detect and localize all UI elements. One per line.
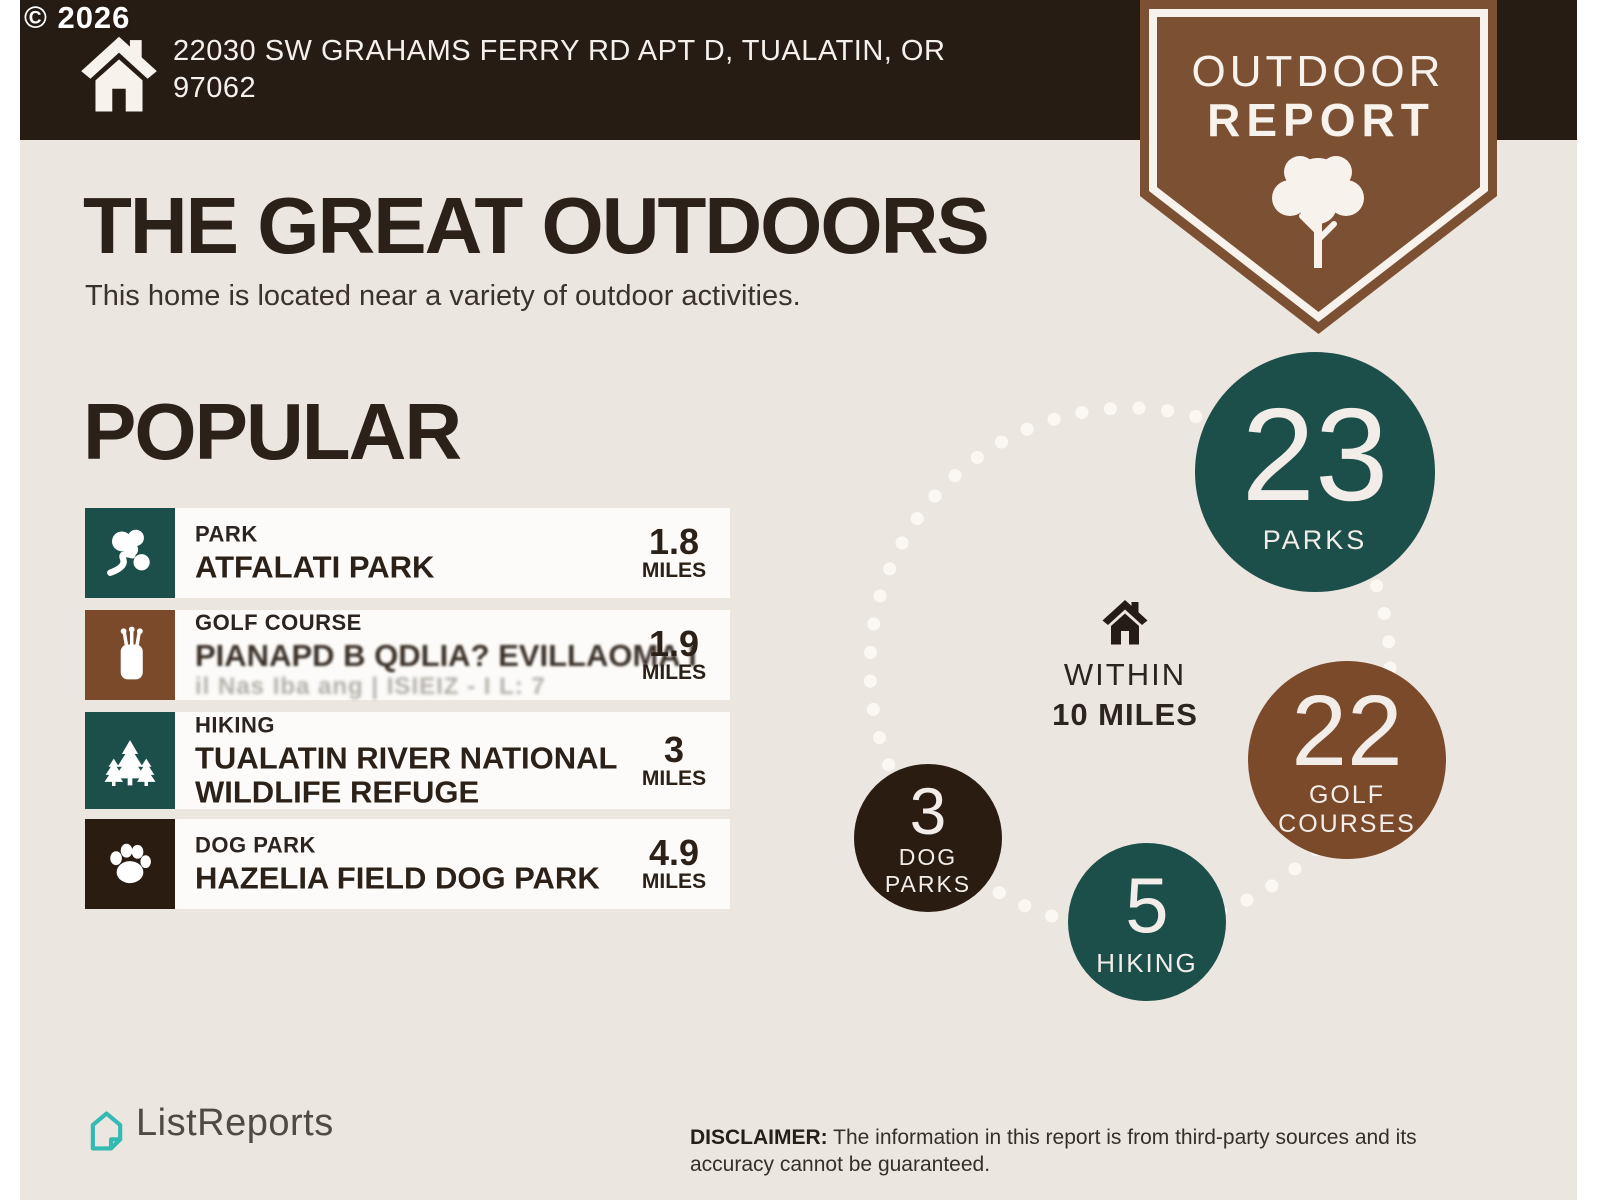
- popular-row-park: PARK ATFALATI PARK 1.8 MILES: [85, 508, 730, 598]
- golf-label-line2: COURSES: [1278, 810, 1416, 838]
- hiking-label: HIKING: [1096, 947, 1198, 978]
- row-name-line1: TUALATIN RIVER NATIONAL: [195, 740, 618, 775]
- page-subtitle: This home is located near a variety of o…: [85, 280, 801, 312]
- dog-label-line2: PARKS: [884, 871, 972, 897]
- popular-heading: POPULAR: [83, 387, 462, 476]
- dog-parks-count: 3: [909, 774, 947, 848]
- row-category: HIKING: [195, 712, 275, 737]
- disclaimer-text: The information in this report is from t…: [690, 1126, 1417, 1176]
- row-name: ATFALATI PARK: [195, 549, 435, 585]
- row-subname-illegible: il Nas Iba ang | ISIEIZ - I L: 7: [195, 673, 546, 700]
- row-category: GOLF COURSE: [195, 610, 362, 635]
- popular-row-hiking: HIKING TUALATIN RIVER NATIONAL WILDLIFE …: [85, 712, 730, 809]
- golf-count: 22: [1291, 675, 1403, 787]
- row-category: DOG PARK: [195, 832, 316, 858]
- pine-trees-icon: [85, 712, 175, 809]
- park-icon: [85, 508, 175, 598]
- golf-bag-icon: [85, 610, 175, 700]
- property-address: 22030 SW GRAHAMS FERRY RD APT D, TUALATI…: [173, 33, 945, 107]
- disclaimer: DISCLAIMER: The information in this repo…: [690, 1124, 1490, 1178]
- radius-value: 10 MILES: [1052, 697, 1198, 732]
- row-category: PARK: [195, 521, 258, 547]
- stat-circle-parks: 23 PARKS: [1195, 352, 1435, 592]
- hiking-count: 5: [1125, 860, 1169, 949]
- stat-circle-hiking: 5 HIKING: [1068, 843, 1226, 1001]
- popular-row-dog-park: DOG PARK HAZELIA FIELD DOG PARK 4.9 MILE…: [85, 819, 730, 909]
- parks-count: 23: [1241, 380, 1389, 528]
- address-line2: 97062: [173, 72, 257, 104]
- row-distance: 1.9 MILES: [641, 623, 707, 684]
- home-icon: [1099, 596, 1151, 646]
- disclaimer-label: DISCLAIMER:: [690, 1126, 828, 1149]
- page-title: THE GREAT OUTDOORS: [83, 181, 990, 270]
- outdoor-report-page: © 2026 22030 SW GRAHAMS FERRY RD APT D, …: [20, 0, 1577, 1200]
- outdoor-report-badge: OUTDOOR REPORT: [1140, 0, 1497, 345]
- golf-label-line1: GOLF: [1308, 781, 1386, 809]
- within-label: WITHIN: [1063, 657, 1187, 692]
- row-name-illegible: PIANAPD B QDLIA? EVILLAOMA I: [195, 638, 697, 673]
- row-distance: 4.9 MILES: [641, 832, 707, 893]
- parks-label: PARKS: [1262, 524, 1368, 555]
- copyright-watermark: © 2026: [24, 0, 131, 35]
- address-line1: 22030 SW GRAHAMS FERRY RD APT D, TUALATI…: [173, 35, 946, 67]
- row-name: HAZELIA FIELD DOG PARK: [195, 860, 600, 896]
- listreports-brand-text: ListReports: [136, 1102, 334, 1144]
- stat-circle-dog-parks: 3 DOG PARKS: [854, 764, 1002, 912]
- listreports-logo-icon: [83, 1108, 127, 1154]
- stat-circle-golf-courses: 22 GOLF COURSES: [1248, 661, 1446, 859]
- radius-center: WITHIN 10 MILES: [1015, 596, 1235, 733]
- badge-line1: OUTDOOR: [1192, 47, 1445, 96]
- badge-line2: REPORT: [1207, 94, 1435, 146]
- dog-label-line1: DOG: [898, 844, 958, 870]
- popular-row-golf-course: GOLF COURSE PIANAPD B QDLIA? EVILLAOMA I…: [85, 610, 730, 700]
- paw-icon: [85, 819, 175, 909]
- home-icon: [75, 30, 163, 114]
- row-name-line2: WILDLIFE REFUGE: [195, 774, 480, 809]
- row-distance: 1.8 MILES: [641, 521, 707, 582]
- row-distance: 3 MILES: [641, 728, 707, 790]
